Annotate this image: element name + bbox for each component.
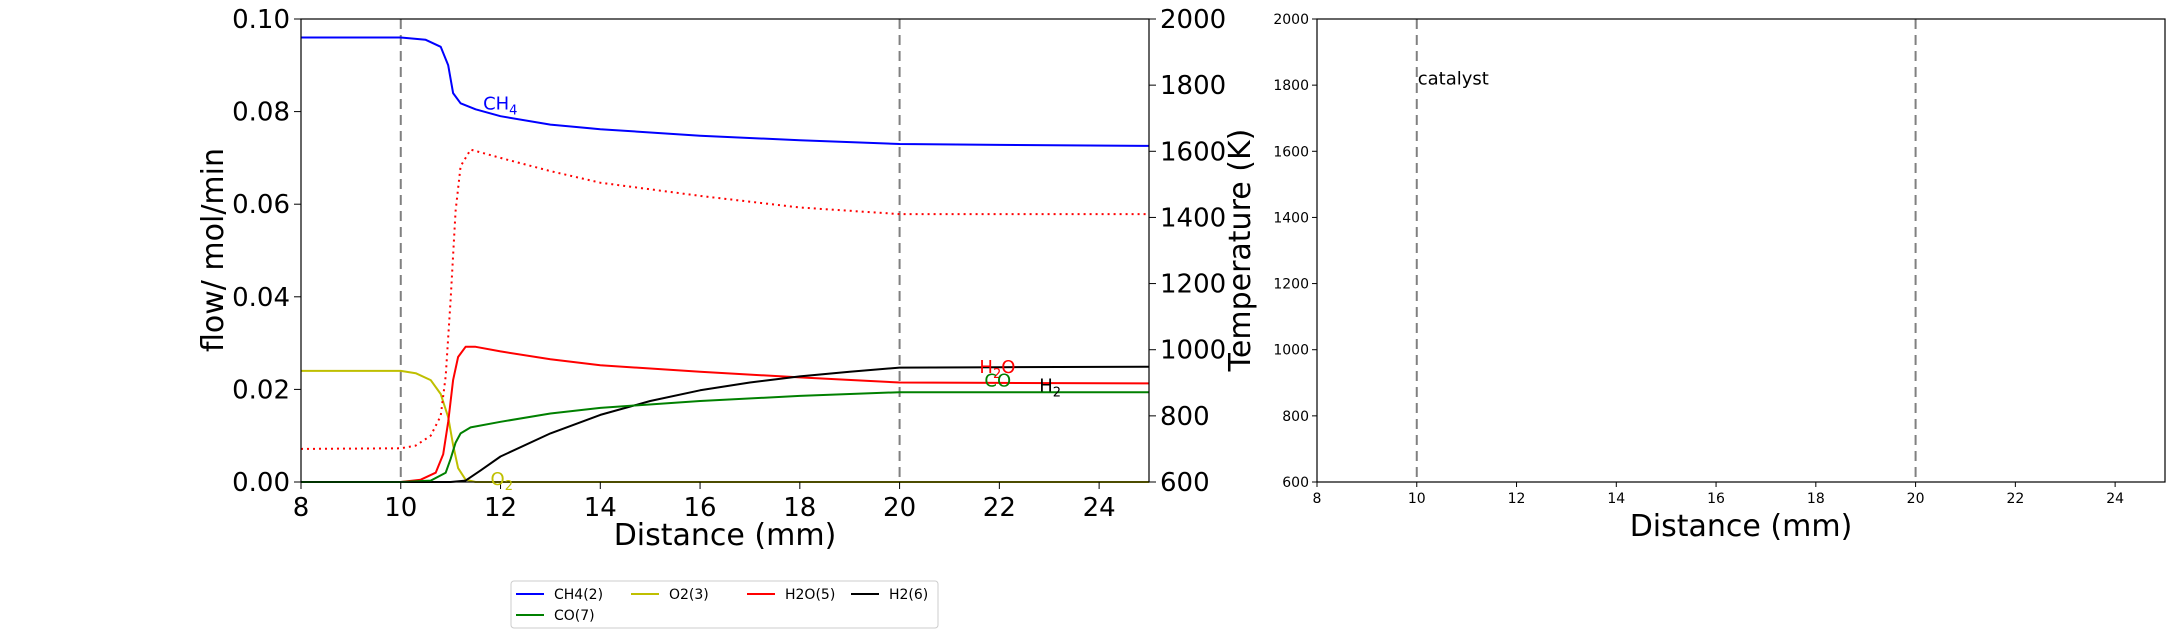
left-x-tick-label: 14: [584, 493, 617, 523]
legend-label: CH4(2): [554, 587, 603, 603]
temperature-line: [300, 148, 1149, 450]
left-y-tick-label: 0.10: [232, 5, 290, 35]
left-y2-tick-label: 600: [1160, 468, 1210, 498]
legend-label: O2(3): [669, 587, 709, 603]
right-x-tick-label: 12: [1508, 491, 1526, 507]
left-chart: 8 10 12 14 16 18 20 22 24 0.000.020.040.060.080.…: [196, 5, 1258, 553]
right-x-tick-label: 22: [2006, 491, 2024, 507]
right-vlines: [1415, 19, 1917, 482]
right-y-tick-label: 800: [1282, 409, 1309, 425]
right-x-tick-label: 18: [1807, 491, 1825, 507]
right-x-tick-label: 14: [1607, 491, 1625, 507]
right-x-tick-label: 16: [1707, 491, 1725, 507]
right-y-tick-label: 1800: [1273, 78, 1309, 94]
right-x-axis-title: Distance (mm): [1630, 509, 1853, 544]
legend-label: H2O(5): [785, 587, 835, 603]
legend: CH4(2) O2(3) H2O(5) H2(6) CO(7): [510, 580, 939, 629]
right-x-tick-label: 8: [1313, 491, 1322, 507]
left-x-tick-label: 8: [293, 493, 310, 523]
left-y2-tick-label: 1800: [1160, 71, 1226, 101]
left-y-tick-label: 0.04: [232, 283, 290, 313]
series-label: H2: [1039, 376, 1061, 401]
series-label: H2O: [979, 357, 1015, 382]
left-y-tick-label: 0.08: [232, 98, 290, 128]
right-x-ticks: 8 10 12 14 16 18 20 22 24: [1313, 482, 2124, 507]
left-y-tick-label: 0.02: [232, 375, 290, 405]
right-y-tick-label: 1600: [1273, 144, 1309, 160]
left-y-axis-title: flow/ mol/min: [196, 148, 231, 352]
left-series: [300, 36, 1150, 483]
right-y-tick-label: 1200: [1273, 277, 1309, 293]
series-line: [301, 391, 1149, 483]
left-x-tick-label: 12: [484, 493, 517, 523]
legend-frame: [510, 580, 939, 629]
right-x-tick-label: 20: [1907, 491, 1925, 507]
right-y-tick-label: 600: [1282, 475, 1309, 491]
series-line: [301, 365, 1150, 483]
left-x-tick-label: 16: [684, 493, 717, 523]
left-y2-tick-label: 2000: [1160, 5, 1226, 35]
left-series-labels: CH4 O2 H2O H2 CO: [483, 93, 1061, 493]
left-y-ticks: 0.00 0.02 0.04 0.06 0.08 0.10: [232, 5, 301, 498]
right-y-ticks: 600 800 1000 1200 1400 1600 1800 2000: [1273, 12, 1317, 491]
series-label: CO: [984, 371, 1011, 392]
legend-label: CO(7): [554, 608, 595, 624]
left-plot-frame: [300, 18, 1150, 483]
left-y2-tick-label: 800: [1160, 402, 1210, 432]
right-plot-frame: [1316, 18, 2166, 483]
catalyst-annotation: catalyst: [1418, 69, 1489, 90]
left-y2-ticks: 600 800 1000 1200 1400 1600 1800 2000: [1149, 5, 1226, 498]
left-y2-tick-label: 1000: [1160, 336, 1226, 366]
left-x-tick-label: 22: [983, 493, 1016, 523]
left-x-tick-label: 24: [1083, 493, 1116, 523]
series-label: O2: [491, 469, 513, 494]
right-y-tick-label: 1000: [1273, 343, 1309, 359]
right-y-tick-label: 2000: [1273, 12, 1309, 28]
series-line: [301, 369, 1149, 483]
legend-label: H2(6): [889, 587, 928, 603]
left-y-tick-label: 0.06: [232, 190, 290, 220]
left-vlines: [399, 19, 901, 482]
right-chart: 8 10 12 14 16 18 20 22 24 600 800 1000 1200 1400 1600…: [1273, 12, 2166, 544]
left-x-tick-label: 18: [783, 493, 816, 523]
left-y2-tick-label: 1600: [1160, 137, 1226, 167]
series-line: [301, 345, 1150, 483]
left-x-axis-title: Distance (mm): [614, 518, 837, 553]
right-y-tick-label: 1400: [1273, 210, 1309, 226]
left-x-ticks: 8 10 12 14 16 18 20 22 24: [293, 482, 1116, 523]
left-y2-tick-label: 1200: [1160, 270, 1226, 300]
left-x-tick-label: 20: [883, 493, 916, 523]
right-x-tick-label: 24: [2106, 491, 2124, 507]
series-line: [301, 36, 1150, 147]
right-x-tick-label: 10: [1408, 491, 1426, 507]
left-y2-tick-label: 1400: [1160, 203, 1226, 233]
left-y-tick-label: 0.00: [232, 468, 290, 498]
series-label: CH4: [483, 93, 517, 118]
left-x-tick-label: 10: [384, 493, 417, 523]
left-y2-axis-title: Temperature (K): [1223, 129, 1258, 373]
